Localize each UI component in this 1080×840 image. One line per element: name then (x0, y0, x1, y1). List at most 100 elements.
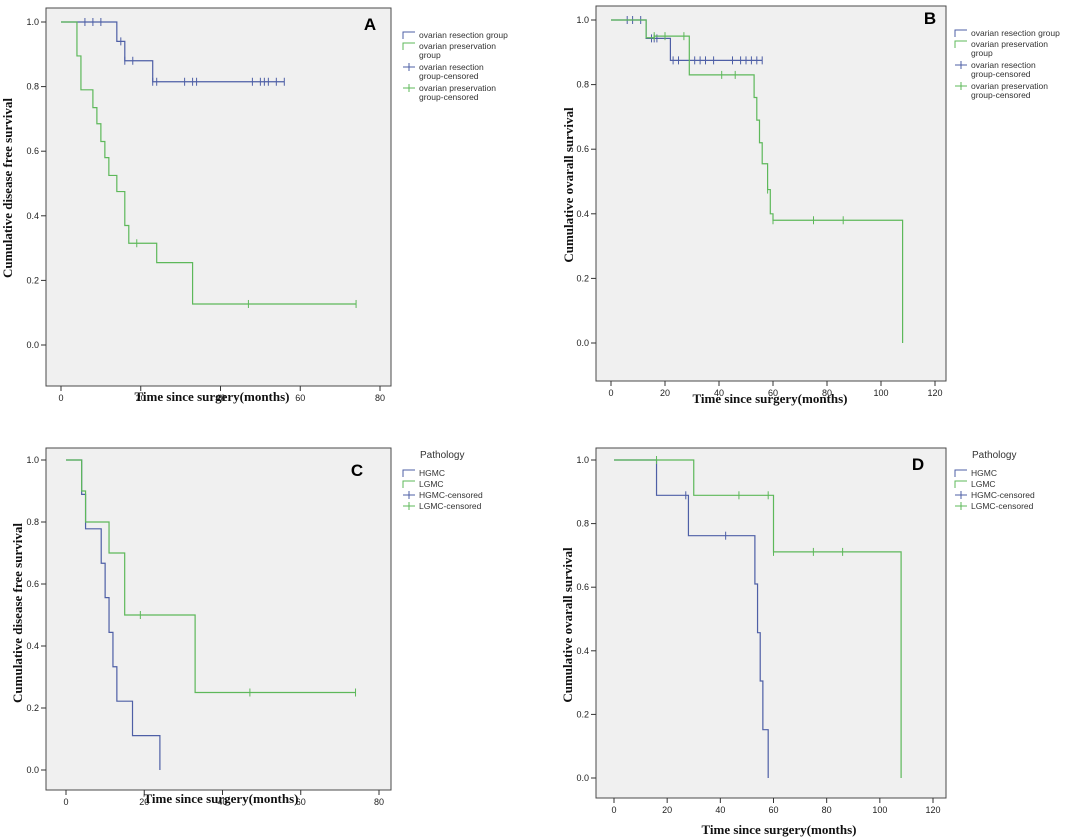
x-tick-label: 80 (822, 805, 832, 815)
y-tick-label: 0.0 (576, 773, 589, 783)
y-tick-label: 0.2 (576, 273, 589, 283)
legend-label-line: LGMC (419, 479, 444, 489)
legend-label-line: ovarian resection (419, 62, 484, 72)
panel-letter: A (364, 15, 376, 34)
legend-label: HGMC-censored (419, 490, 483, 500)
legend-title: Pathology (420, 450, 464, 461)
panel-d: 0.0 0.2 0.4 0.6 0.8 1.0 0 20 40 60 80 100 120 Time si… (560, 447, 1035, 837)
plot-area (45, 447, 392, 791)
x-tick-label: 60 (768, 805, 778, 815)
legend-label: ovarian resection group-censored (419, 62, 484, 81)
x-tick-label: 80 (375, 393, 385, 403)
y-tick-label: 0.4 (576, 209, 589, 219)
y-tick-label: 0.2 (26, 275, 39, 285)
legend-label-line: group-censored (419, 92, 479, 102)
panel-b: 0.0 0.2 0.4 0.6 0.8 1.0 0 20 40 60 80 100 120 Time si… (561, 5, 1060, 406)
y-tick-label: 0.0 (576, 338, 589, 348)
legend-symbol (402, 480, 415, 488)
x-axis-title: Time since surgery(months) (701, 822, 856, 837)
legend-label: ovarian preservation group-censored (971, 81, 1048, 100)
legend-label: ovarian preservation group-censored (419, 83, 496, 102)
legend-label: ovarian resection group-censored (971, 60, 1036, 79)
y-tick-label: 0.4 (26, 641, 39, 651)
legend-label-line: ovarian preservation (419, 83, 496, 93)
legend-label: LGMC-censored (419, 501, 482, 511)
y-tick-label: 0.8 (26, 517, 39, 527)
x-tick-label: 100 (873, 388, 888, 398)
legend-label: ovarian preservation group (419, 41, 496, 60)
legend-label-line: ovarian resection group (419, 30, 508, 40)
legend-symbol (954, 469, 967, 477)
y-tick-label: 0.0 (26, 340, 39, 350)
survival-curve-series2 (61, 21, 357, 305)
y-tick-label: 1.0 (576, 455, 589, 465)
legend-label: ovarian resection group (419, 30, 508, 40)
y-axis-title: Cumulative ovarall survival (560, 547, 575, 703)
legend-label-line: group (419, 50, 441, 60)
legend-symbol (954, 40, 967, 48)
y-tick-label: 0.0 (26, 765, 39, 775)
x-tick-label: 40 (714, 388, 724, 398)
legend-label-line: LGMC (971, 479, 996, 489)
legend-label-line: group (971, 48, 993, 58)
panel-letter: D (912, 455, 924, 474)
x-axis-title: Time since surgery(months) (692, 391, 847, 406)
x-tick-label: 40 (215, 393, 225, 403)
x-tick-label: 0 (608, 388, 613, 398)
y-tick-label: 1.0 (26, 17, 39, 27)
x-tick-label: 0 (63, 797, 68, 807)
y-tick-label: 0.8 (576, 80, 589, 90)
y-tick-label: 0.8 (26, 82, 39, 92)
x-tick-label: 60 (768, 388, 778, 398)
plot-area (45, 7, 392, 387)
legend-label: ovarian preservation group (971, 39, 1048, 58)
x-tick-label: 20 (139, 797, 149, 807)
survival-curve-series1 (614, 459, 769, 778)
legend-label: HGMC (971, 468, 997, 478)
y-axis-title: Cumulative ovarall survival (561, 107, 576, 263)
legend-label: LGMC (419, 479, 444, 489)
legend-label-line: ovarian preservation (419, 41, 496, 51)
x-tick-label: 20 (136, 393, 146, 403)
y-tick-label: 0.2 (576, 709, 589, 719)
legend-symbol (954, 480, 967, 488)
y-tick-label: 0.4 (576, 646, 589, 656)
y-tick-label: 0.6 (26, 579, 39, 589)
plot-area (595, 5, 947, 382)
legend-label: LGMC-censored (971, 501, 1034, 511)
x-tick-label: 0 (58, 393, 63, 403)
panel-a: 0.0 0.2 0.4 0.6 0.8 1.0 0 20 40 60 80 Time since su… (0, 7, 508, 404)
legend-label: ovarian resection group (971, 28, 1060, 38)
x-tick-label: 0 (611, 805, 616, 815)
legend-label-line: HGMC-censored (419, 490, 483, 500)
panel-letter: C (351, 461, 363, 480)
y-tick-label: 0.2 (26, 703, 39, 713)
legend-label-line: group-censored (419, 71, 479, 81)
survival-curve-series2 (614, 459, 902, 778)
y-tick-label: 0.8 (576, 519, 589, 529)
y-tick-label: 0.6 (576, 582, 589, 592)
y-tick-label: 0.6 (26, 146, 39, 156)
legend-label-line: HGMC-censored (971, 490, 1035, 500)
legend-label: HGMC-censored (971, 490, 1035, 500)
legend-symbol (402, 31, 415, 39)
legend-label-line: ovarian preservation (971, 81, 1048, 91)
legend-label-line: group-censored (971, 69, 1031, 79)
legend-label-line: HGMC (419, 468, 445, 478)
y-axis-title: Cumulative disease free survival (0, 98, 15, 278)
legend-symbol (954, 29, 967, 37)
x-tick-label: 40 (715, 805, 725, 815)
legend-symbol (402, 469, 415, 477)
legend-symbol (402, 42, 415, 50)
legend-label-line: LGMC-censored (419, 501, 482, 511)
x-tick-label: 20 (662, 805, 672, 815)
y-tick-label: 0.4 (26, 211, 39, 221)
x-tick-label: 80 (374, 797, 384, 807)
y-tick-label: 0.6 (576, 144, 589, 154)
x-tick-label: 40 (217, 797, 227, 807)
x-tick-label: 100 (872, 805, 887, 815)
x-tick-label: 120 (927, 388, 942, 398)
x-tick-label: 60 (296, 797, 306, 807)
y-axis-title: Cumulative disease free survival (10, 523, 25, 703)
